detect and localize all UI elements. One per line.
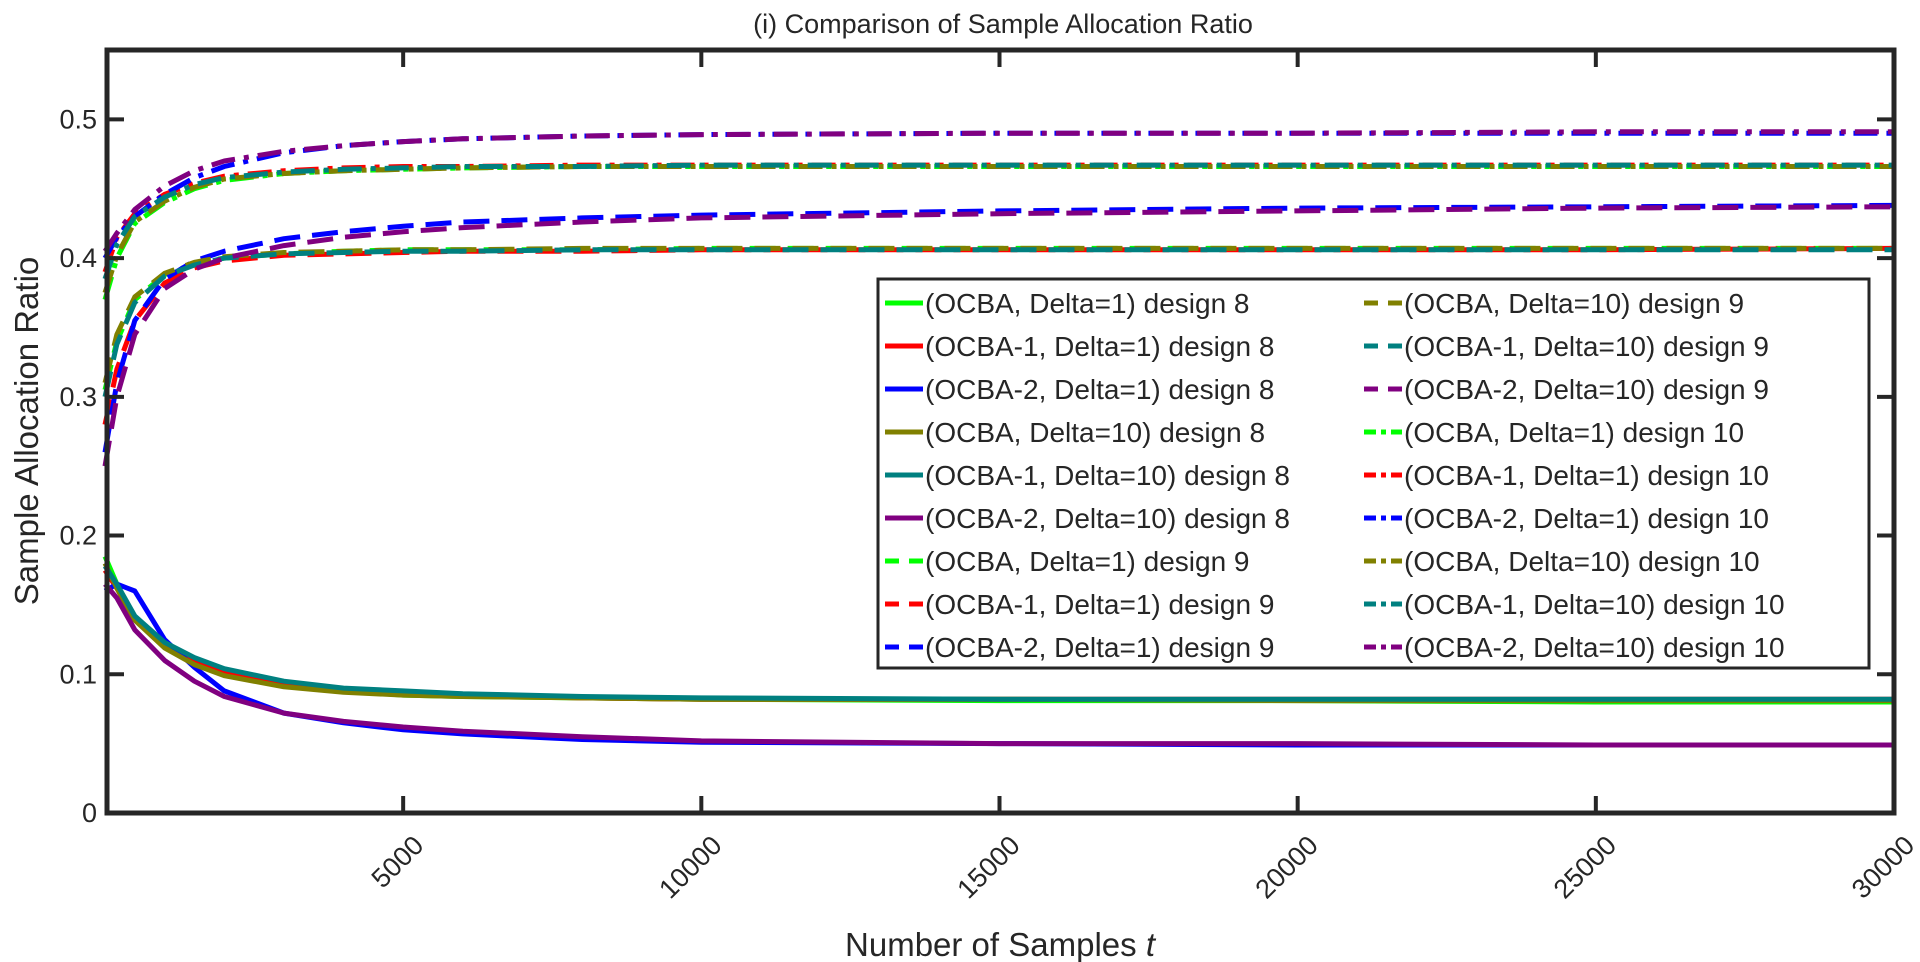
series-line-12 — [102, 204, 1895, 467]
legend-label: (OCBA, Delta=1) design 9 — [925, 546, 1250, 577]
series-line-6 — [103, 582, 1894, 748]
series-layer — [102, 129, 1895, 748]
series-line-17 — [102, 162, 1894, 280]
legend-label: (OCBA-1, Delta=1) design 8 — [925, 331, 1274, 362]
legend-label: (OCBA-1, Delta=1) design 9 — [925, 589, 1274, 620]
y-tick-label: 0.4 — [59, 243, 97, 273]
legend: (OCBA, Delta=1) design 8 (OCBA-1, Delta=1… — [876, 277, 1871, 670]
y-tick-label: 0.1 — [59, 659, 97, 689]
legend-label: (OCBA-2, Delta=10) design 9 — [1404, 374, 1769, 405]
legend-label: (OCBA-1, Delta=1) design 10 — [1404, 460, 1769, 491]
series-line-18 — [102, 129, 1894, 253]
legend-label: (OCBA-2, Delta=10) design 10 — [1404, 632, 1785, 663]
legend-label: (OCBA-2, Delta=1) design 10 — [1404, 503, 1769, 534]
legend-label: (OCBA-1, Delta=10) design 10 — [1404, 589, 1785, 620]
y-tick-label: 0.2 — [59, 521, 97, 551]
legend-label: (OCBA, Delta=10) design 9 — [1404, 288, 1744, 319]
y-tick-label: 0.3 — [59, 382, 97, 412]
legend-label: (OCBA-1, Delta=10) design 8 — [925, 460, 1290, 491]
series-line-11 — [102, 247, 1894, 398]
series-line-9 — [102, 202, 1895, 453]
x-axis-label: Number of Samples t — [845, 926, 1157, 962]
legend-label: (OCBA, Delta=10) design 8 — [925, 417, 1265, 448]
series-line-5 — [102, 564, 1894, 702]
legend-label: (OCBA-1, Delta=10) design 9 — [1404, 331, 1769, 362]
legend-label: (OCBA, Delta=10) design 10 — [1404, 546, 1760, 577]
chart-title: (i) Comparison of Sample Allocation Rati… — [753, 9, 1253, 39]
y-tick-label: 0.5 — [59, 104, 97, 134]
x-axis-label-text: Number of Samples — [845, 926, 1137, 962]
legend-label: (OCBA-2, Delta=10) design 8 — [925, 503, 1290, 534]
y-tick-label: 0 — [82, 798, 97, 828]
y-axis-label: Sample Allocation Ratio — [8, 257, 45, 606]
legend-label: (OCBA, Delta=1) design 8 — [925, 288, 1250, 319]
legend-label: (OCBA-2, Delta=1) design 9 — [925, 632, 1274, 663]
x-axis-label-variable: t — [1146, 926, 1157, 962]
legend-label: (OCBA-2, Delta=1) design 8 — [925, 374, 1274, 405]
legend-label: (OCBA, Delta=1) design 10 — [1404, 417, 1744, 448]
